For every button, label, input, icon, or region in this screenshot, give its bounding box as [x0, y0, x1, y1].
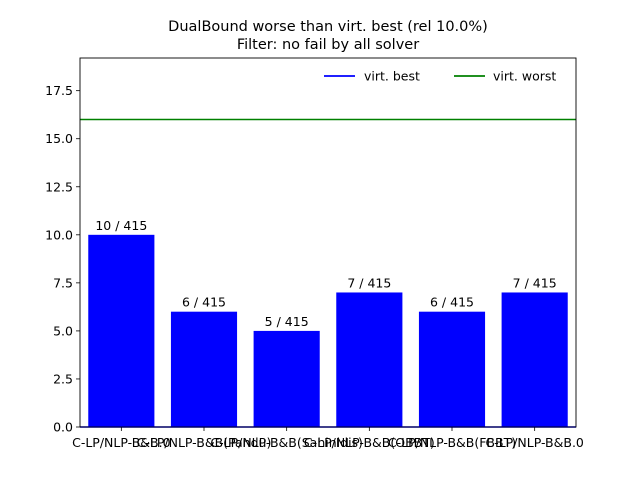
y-tick-label: 12.5 [45, 179, 73, 194]
bars-group [88, 234, 568, 427]
bar [170, 311, 238, 427]
legend-label-virt-best: virt. best [364, 69, 420, 84]
x-tick-label: C-LP/NLP-B&B(Sahinidis) [210, 435, 363, 450]
bar-value-label: 7 / 415 [347, 275, 391, 290]
bar-value-label: 10 / 415 [95, 218, 147, 233]
y-tick-label: 10.0 [45, 227, 73, 242]
y-tick-label: 2.5 [53, 371, 73, 386]
x-tick-label: C-LP/NLP-B&B.0 [485, 435, 583, 450]
bar-value-label: 6 / 415 [430, 295, 474, 310]
bar-labels-group: 10 / 415 6 / 415 5 / 415 7 / 415 6 / 415 7 / … [95, 218, 556, 329]
x-axis: C-LP/NLP-B&B.0C-LP/NLP-B&B(Pandu)C-LP/NL… [72, 427, 584, 450]
y-tick-label: 17.5 [45, 83, 73, 98]
y-tick-label: 7.5 [53, 275, 73, 290]
bar [253, 330, 320, 427]
x-tick-label: C-LP/NLP-B&B(Pandu) [137, 435, 272, 450]
y-tick-label: 5.0 [53, 323, 73, 338]
legend-label-virt-worst: virt. worst [493, 69, 556, 84]
axes-border [79, 57, 577, 428]
bar [501, 292, 568, 427]
x-tick-label: C-LP/NLP-B&B.0 [72, 435, 170, 450]
chart-subtitle: Filter: no fail by all solver [237, 37, 419, 53]
bar [336, 292, 403, 427]
y-axis: 0.0 2.5 5.0 7.5 10.0 12.5 15.0 17.5 [45, 83, 80, 435]
bar [88, 234, 155, 427]
bar [418, 311, 486, 427]
bar-value-label: 7 / 415 [513, 275, 557, 290]
legend: virt. best virt. worst [324, 69, 556, 84]
x-tick-label: C-LP/NLP-B&B(FBBT) [388, 435, 516, 450]
chart-title: DualBound worse than virt. best (rel 10.… [168, 19, 488, 35]
y-tick-label: 0.0 [53, 420, 73, 435]
x-tick-label: C-LP/NLP-B&B(OBBT) [304, 435, 435, 450]
bar-value-label: 6 / 415 [182, 295, 226, 310]
axes-frame [79, 57, 577, 428]
y-tick-label: 15.0 [45, 131, 73, 146]
bar-value-label: 5 / 415 [265, 314, 309, 329]
